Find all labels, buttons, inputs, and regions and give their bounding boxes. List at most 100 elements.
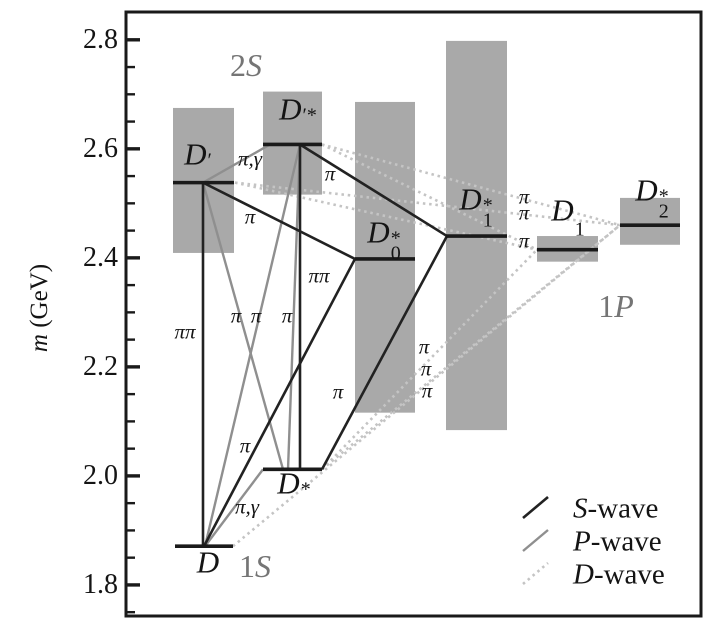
shell-label-1P: 1P bbox=[598, 290, 634, 322]
legend-label-s-wave: S-wave bbox=[573, 492, 659, 525]
y-axis-label: m (GeV) bbox=[26, 264, 54, 352]
state-scripts: * 0 bbox=[390, 227, 401, 265]
state-scripts: ′ bbox=[207, 149, 212, 184]
legend-wave-text: -wave bbox=[587, 492, 659, 525]
transition-label-Dprimestar-D2star: π bbox=[518, 184, 530, 209]
state-label-D1star: D * 1 bbox=[459, 181, 493, 232]
state-subscript: 1 bbox=[482, 209, 493, 232]
legend-wave-letter: D bbox=[573, 558, 594, 591]
legend-sample-d-wave bbox=[522, 562, 549, 585]
state-scripts: * 1 bbox=[482, 194, 493, 232]
transition-label-Dprime-D: ππ bbox=[174, 319, 196, 344]
legend-wave-letter: S bbox=[573, 492, 588, 525]
state-symbol: D bbox=[551, 192, 574, 228]
plot-frame bbox=[124, 10, 703, 618]
legend-label-p-wave: P-wave bbox=[573, 525, 662, 558]
transition-Dprime-D1 bbox=[234, 181, 538, 251]
transition-D1star-Dstar bbox=[320, 235, 449, 470]
shell-number: 2 bbox=[230, 47, 246, 83]
transition-Dstar-D2star bbox=[321, 224, 621, 471]
state-superscript: ′ bbox=[207, 149, 212, 172]
state-superscript: * bbox=[482, 194, 493, 217]
state-subscript bbox=[303, 124, 317, 139]
state-scripts: * 2 bbox=[658, 185, 669, 223]
legend-wave-text: -wave bbox=[593, 558, 665, 591]
shell-letter: P bbox=[614, 288, 634, 324]
state-subscript bbox=[208, 169, 212, 184]
state-scripts: ′* bbox=[302, 104, 317, 139]
shell-label-1S: 1S bbox=[239, 550, 271, 582]
state-label-D: D bbox=[197, 547, 219, 578]
transition-Dprimestar-D1 bbox=[321, 143, 538, 251]
y-axis-label-unit: (GeV) bbox=[26, 263, 53, 335]
transition-Dprime-Dstar bbox=[201, 182, 285, 470]
transition-label-D-D2star: π bbox=[421, 378, 433, 403]
transition-Dprimestar-D1star bbox=[299, 143, 448, 238]
state-label-D2star: D * 2 bbox=[635, 172, 669, 223]
transition-label-D0star-D: π bbox=[239, 433, 251, 458]
state-superscript: * bbox=[300, 478, 311, 501]
transition-label-Dprimestar-Dstar: ππ bbox=[308, 263, 330, 288]
state-symbol: D bbox=[196, 544, 220, 580]
state-superscript: ′* bbox=[302, 104, 317, 127]
transition-label-Dprimestar-D1: π bbox=[518, 228, 530, 253]
state-subscript bbox=[301, 498, 311, 513]
transition-label-Dstar-D2star: π bbox=[420, 356, 432, 381]
transition-label-Dprimestar-D: π bbox=[250, 303, 262, 328]
transition-Dprime-D0star bbox=[202, 181, 356, 261]
y-tick-label-2.4: 2.4 bbox=[83, 241, 118, 273]
state-symbol: D bbox=[184, 136, 207, 172]
transition-D0star-D bbox=[202, 258, 357, 547]
state-superscript: * bbox=[390, 227, 401, 250]
legend-sample-p-wave bbox=[522, 529, 549, 552]
transition-Dstar-D1 bbox=[321, 248, 538, 471]
y-tick-label-2.2: 2.2 bbox=[83, 350, 118, 382]
state-label-Dstar: D * bbox=[277, 467, 310, 512]
state-superscript: * bbox=[658, 185, 669, 208]
transition-label-Dprime-Dstar: π bbox=[230, 303, 242, 328]
state-symbol: D bbox=[635, 172, 658, 208]
transition-label-Dstar-D1: π bbox=[418, 334, 430, 359]
state-symbol: D bbox=[277, 465, 300, 501]
transition-Dprimestar-Dstar bbox=[286, 144, 302, 470]
legend-wave-letter: P bbox=[573, 525, 591, 558]
transition-Dstar-D bbox=[204, 468, 264, 547]
shell-number: 1 bbox=[598, 288, 615, 324]
state-label-D0star: D * 0 bbox=[367, 214, 401, 265]
transition-label-Dprime-Dprimestar: π,γ bbox=[237, 146, 263, 171]
state-label-Dprime: D ′ bbox=[184, 138, 212, 183]
transition-label-Dprime-D0star: π bbox=[244, 204, 256, 229]
y-axis-label-symbol: m bbox=[26, 334, 53, 353]
transition-Dprimestar-D2star bbox=[321, 143, 621, 227]
shell-label-2S: 2S bbox=[230, 49, 262, 81]
state-symbol: D bbox=[279, 91, 302, 127]
state-symbol: D bbox=[459, 181, 482, 217]
transition-Dprimestar-D bbox=[203, 144, 302, 547]
legend-label-d-wave: D-wave bbox=[573, 558, 665, 591]
state-scripts: * bbox=[300, 478, 311, 513]
transition-label-D1star-Dstar: π bbox=[332, 379, 344, 404]
state-label-Dprimestar: D ′* bbox=[279, 93, 317, 138]
transition-label-Dstar-D: π,γ bbox=[234, 494, 260, 519]
transition-label-Dprimestar-Dstar: π bbox=[281, 303, 293, 328]
transition-label-Dprimestar-D1star: π bbox=[324, 161, 336, 186]
transition-Dprime-Dprimestar bbox=[202, 143, 271, 184]
shell-number: 1 bbox=[239, 548, 255, 584]
y-tick-label-2.0: 2.0 bbox=[83, 459, 118, 491]
transition-D-D2star bbox=[232, 224, 621, 548]
legend-sample-s-wave bbox=[522, 496, 549, 519]
state-subscript: 2 bbox=[658, 200, 669, 223]
state-subscript: 0 bbox=[390, 242, 401, 265]
y-tick-label-2.6: 2.6 bbox=[83, 132, 118, 164]
band-D2star bbox=[620, 197, 680, 245]
y-tick-label-2.8: 2.8 bbox=[83, 23, 118, 55]
shell-letter: S bbox=[246, 47, 262, 83]
state-symbol: D bbox=[367, 214, 390, 250]
legend-wave-text: -wave bbox=[590, 525, 662, 558]
transition-label-Dprime-D2star: π bbox=[518, 200, 530, 225]
y-tick-label-1.8: 1.8 bbox=[83, 568, 118, 600]
state-scripts: 1 bbox=[575, 208, 585, 240]
